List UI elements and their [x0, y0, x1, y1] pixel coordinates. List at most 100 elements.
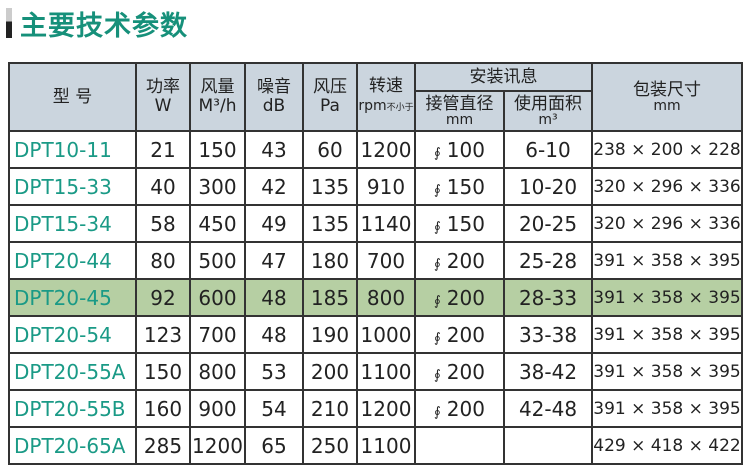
cell-airflow: 450 [189, 204, 246, 243]
cell-area: 20-25 [503, 204, 593, 243]
cell-power: 21 [135, 130, 191, 169]
table-row: DPT20-65A 285 1200 65 250 1100 429 × 418 × 422 [8, 426, 743, 465]
cell-noise: 47 [244, 241, 304, 280]
cell-speed: 700 [356, 241, 416, 280]
cell-noise: 42 [244, 167, 304, 206]
cell-pack: 391 × 358 × 395 [591, 278, 743, 317]
table-row: DPT20-55B 160 900 54 210 1200 ∮ 200 42-48 391 × 3… [8, 389, 743, 428]
cell-pack: 391 × 358 × 395 [591, 352, 743, 391]
cell-area [503, 426, 593, 465]
cell-pressure: 135 [302, 204, 358, 243]
cell-model: DPT20-45 [8, 278, 137, 317]
table-row: DPT20-55A 150 800 53 200 1100 ∮ 200 38-42 391 × 3… [8, 352, 743, 391]
cell-speed: 1000 [356, 315, 416, 354]
table-row: DPT20-44 80 500 47 180 700 ∮ 200 25-28 391 × 358 … [8, 241, 743, 280]
cell-airflow: 150 [189, 130, 246, 169]
cell-pressure: 250 [302, 426, 358, 465]
cell-noise: 49 [244, 204, 304, 243]
cell-pipe: ∮ 150 [414, 204, 505, 243]
cell-pipe [414, 426, 505, 465]
cell-pack: 391 × 358 × 395 [591, 241, 743, 280]
cell-noise: 48 [244, 315, 304, 354]
cell-pack: 238 × 200 × 228 [591, 130, 743, 169]
cell-pressure: 190 [302, 315, 358, 354]
diameter-icon: ∮ [434, 182, 441, 198]
cell-airflow: 1200 [189, 426, 246, 465]
cell-airflow: 500 [189, 241, 246, 280]
diameter-icon: ∮ [434, 330, 441, 346]
table-row: DPT10-11 21 150 43 60 1200 ∮ 100 6-10 238 × 200 ×… [8, 130, 743, 169]
table-row: DPT20-54 123 700 48 190 1000 ∮ 200 33-38 391 × 35… [8, 315, 743, 354]
cell-pipe: ∮ 200 [414, 389, 505, 428]
cell-speed: 910 [356, 167, 416, 206]
cell-model: DPT20-55B [8, 389, 137, 428]
cell-area: 38-42 [503, 352, 593, 391]
cell-pressure: 60 [302, 130, 358, 169]
cell-model: DPT15-33 [8, 167, 137, 206]
diameter-icon: ∮ [434, 367, 441, 383]
section-title: 主要技术参数 [6, 6, 188, 42]
cell-noise: 53 [244, 352, 304, 391]
cell-speed: 1200 [356, 130, 416, 169]
cell-power: 40 [135, 167, 191, 206]
cell-pipe: ∮ 100 [414, 130, 505, 169]
spec-table: 型 号 功率 W 风量 M³/h 噪音 dB 风压 Pa 转速 rpm不小于 安装讯息 包… [8, 62, 743, 465]
cell-power: 123 [135, 315, 191, 354]
header-area: 使用面积 m³ [503, 90, 593, 132]
cell-model: DPT20-44 [8, 241, 137, 280]
cell-pipe: ∮ 200 [414, 352, 505, 391]
cell-noise: 48 [244, 278, 304, 317]
cell-airflow: 700 [189, 315, 246, 354]
diameter-icon: ∮ [434, 404, 441, 420]
cell-airflow: 900 [189, 389, 246, 428]
cell-power: 92 [135, 278, 191, 317]
cell-model: DPT20-65A [8, 426, 137, 465]
cell-pressure: 185 [302, 278, 358, 317]
cell-pressure: 200 [302, 352, 358, 391]
diameter-icon: ∮ [434, 293, 441, 309]
header-speed: 转速 rpm不小于 [356, 62, 416, 132]
cell-pressure: 135 [302, 167, 358, 206]
header-airflow: 风量 M³/h [189, 62, 246, 132]
cell-area: 10-20 [503, 167, 593, 206]
cell-speed: 800 [356, 278, 416, 317]
cell-pack: 391 × 358 × 395 [591, 389, 743, 428]
cell-pressure: 180 [302, 241, 358, 280]
header-install: 安装讯息 [414, 62, 593, 92]
diameter-icon: ∮ [434, 145, 441, 161]
cell-noise: 43 [244, 130, 304, 169]
cell-speed: 1100 [356, 426, 416, 465]
diameter-icon: ∮ [434, 256, 441, 272]
page-title: 主要技术参数 [20, 10, 188, 42]
diameter-icon: ∮ [434, 219, 441, 235]
cell-area: 6-10 [503, 130, 593, 169]
cell-model: DPT10-11 [8, 130, 137, 169]
cell-power: 58 [135, 204, 191, 243]
header-pack: 包装尺寸 mm [591, 62, 743, 132]
header-model: 型 号 [8, 62, 137, 132]
cell-pipe: ∮ 200 [414, 315, 505, 354]
table-row: DPT15-34 58 450 49 135 1140 ∮ 150 20-25 320 × 296… [8, 204, 743, 243]
cell-airflow: 800 [189, 352, 246, 391]
cell-area: 33-38 [503, 315, 593, 354]
cell-area: 25-28 [503, 241, 593, 280]
cell-pipe: ∮ 150 [414, 167, 505, 206]
cell-area: 42-48 [503, 389, 593, 428]
cell-pressure: 210 [302, 389, 358, 428]
cell-noise: 65 [244, 426, 304, 465]
cell-airflow: 600 [189, 278, 246, 317]
cell-airflow: 300 [189, 167, 246, 206]
cell-pipe: ∮ 200 [414, 241, 505, 280]
title-marker-icon [6, 8, 12, 38]
cell-area: 28-33 [503, 278, 593, 317]
header-noise: 噪音 dB [244, 62, 304, 132]
cell-power: 150 [135, 352, 191, 391]
cell-speed: 1100 [356, 352, 416, 391]
cell-pack: 391 × 358 × 395 [591, 315, 743, 354]
header-pressure: 风压 Pa [302, 62, 358, 132]
cell-noise: 54 [244, 389, 304, 428]
cell-pack: 429 × 418 × 422 [591, 426, 743, 465]
cell-pipe: ∮ 200 [414, 278, 505, 317]
cell-power: 160 [135, 389, 191, 428]
cell-model: DPT15-34 [8, 204, 137, 243]
